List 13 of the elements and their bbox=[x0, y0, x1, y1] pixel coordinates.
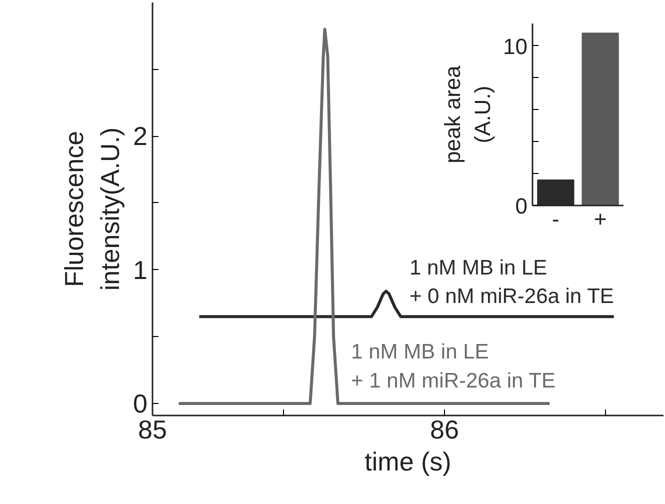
x-tick-label: - bbox=[552, 206, 560, 232]
x-tick-label: 86 bbox=[430, 414, 459, 444]
x-axis-title: time (s) bbox=[364, 446, 452, 476]
line-series bbox=[198, 290, 616, 318]
series-label: 1 nM MB in LE + 1 nM miR-26a in TE bbox=[351, 340, 556, 392]
x-tick-label: + bbox=[594, 206, 607, 232]
series-label: 1 nM MB in LE + 0 nM miR-26a in TE bbox=[409, 256, 614, 308]
y-tick-label: 0 bbox=[515, 194, 528, 218]
y-tick-label: 2 bbox=[133, 121, 148, 152]
y-tick-label: 1 bbox=[133, 254, 148, 285]
y-axis-title: Fluorescence intensity(A.U.) bbox=[59, 127, 126, 291]
y-axis-title: peak area (A.U.) bbox=[440, 64, 496, 164]
y-tick-label: 10 bbox=[503, 34, 528, 59]
